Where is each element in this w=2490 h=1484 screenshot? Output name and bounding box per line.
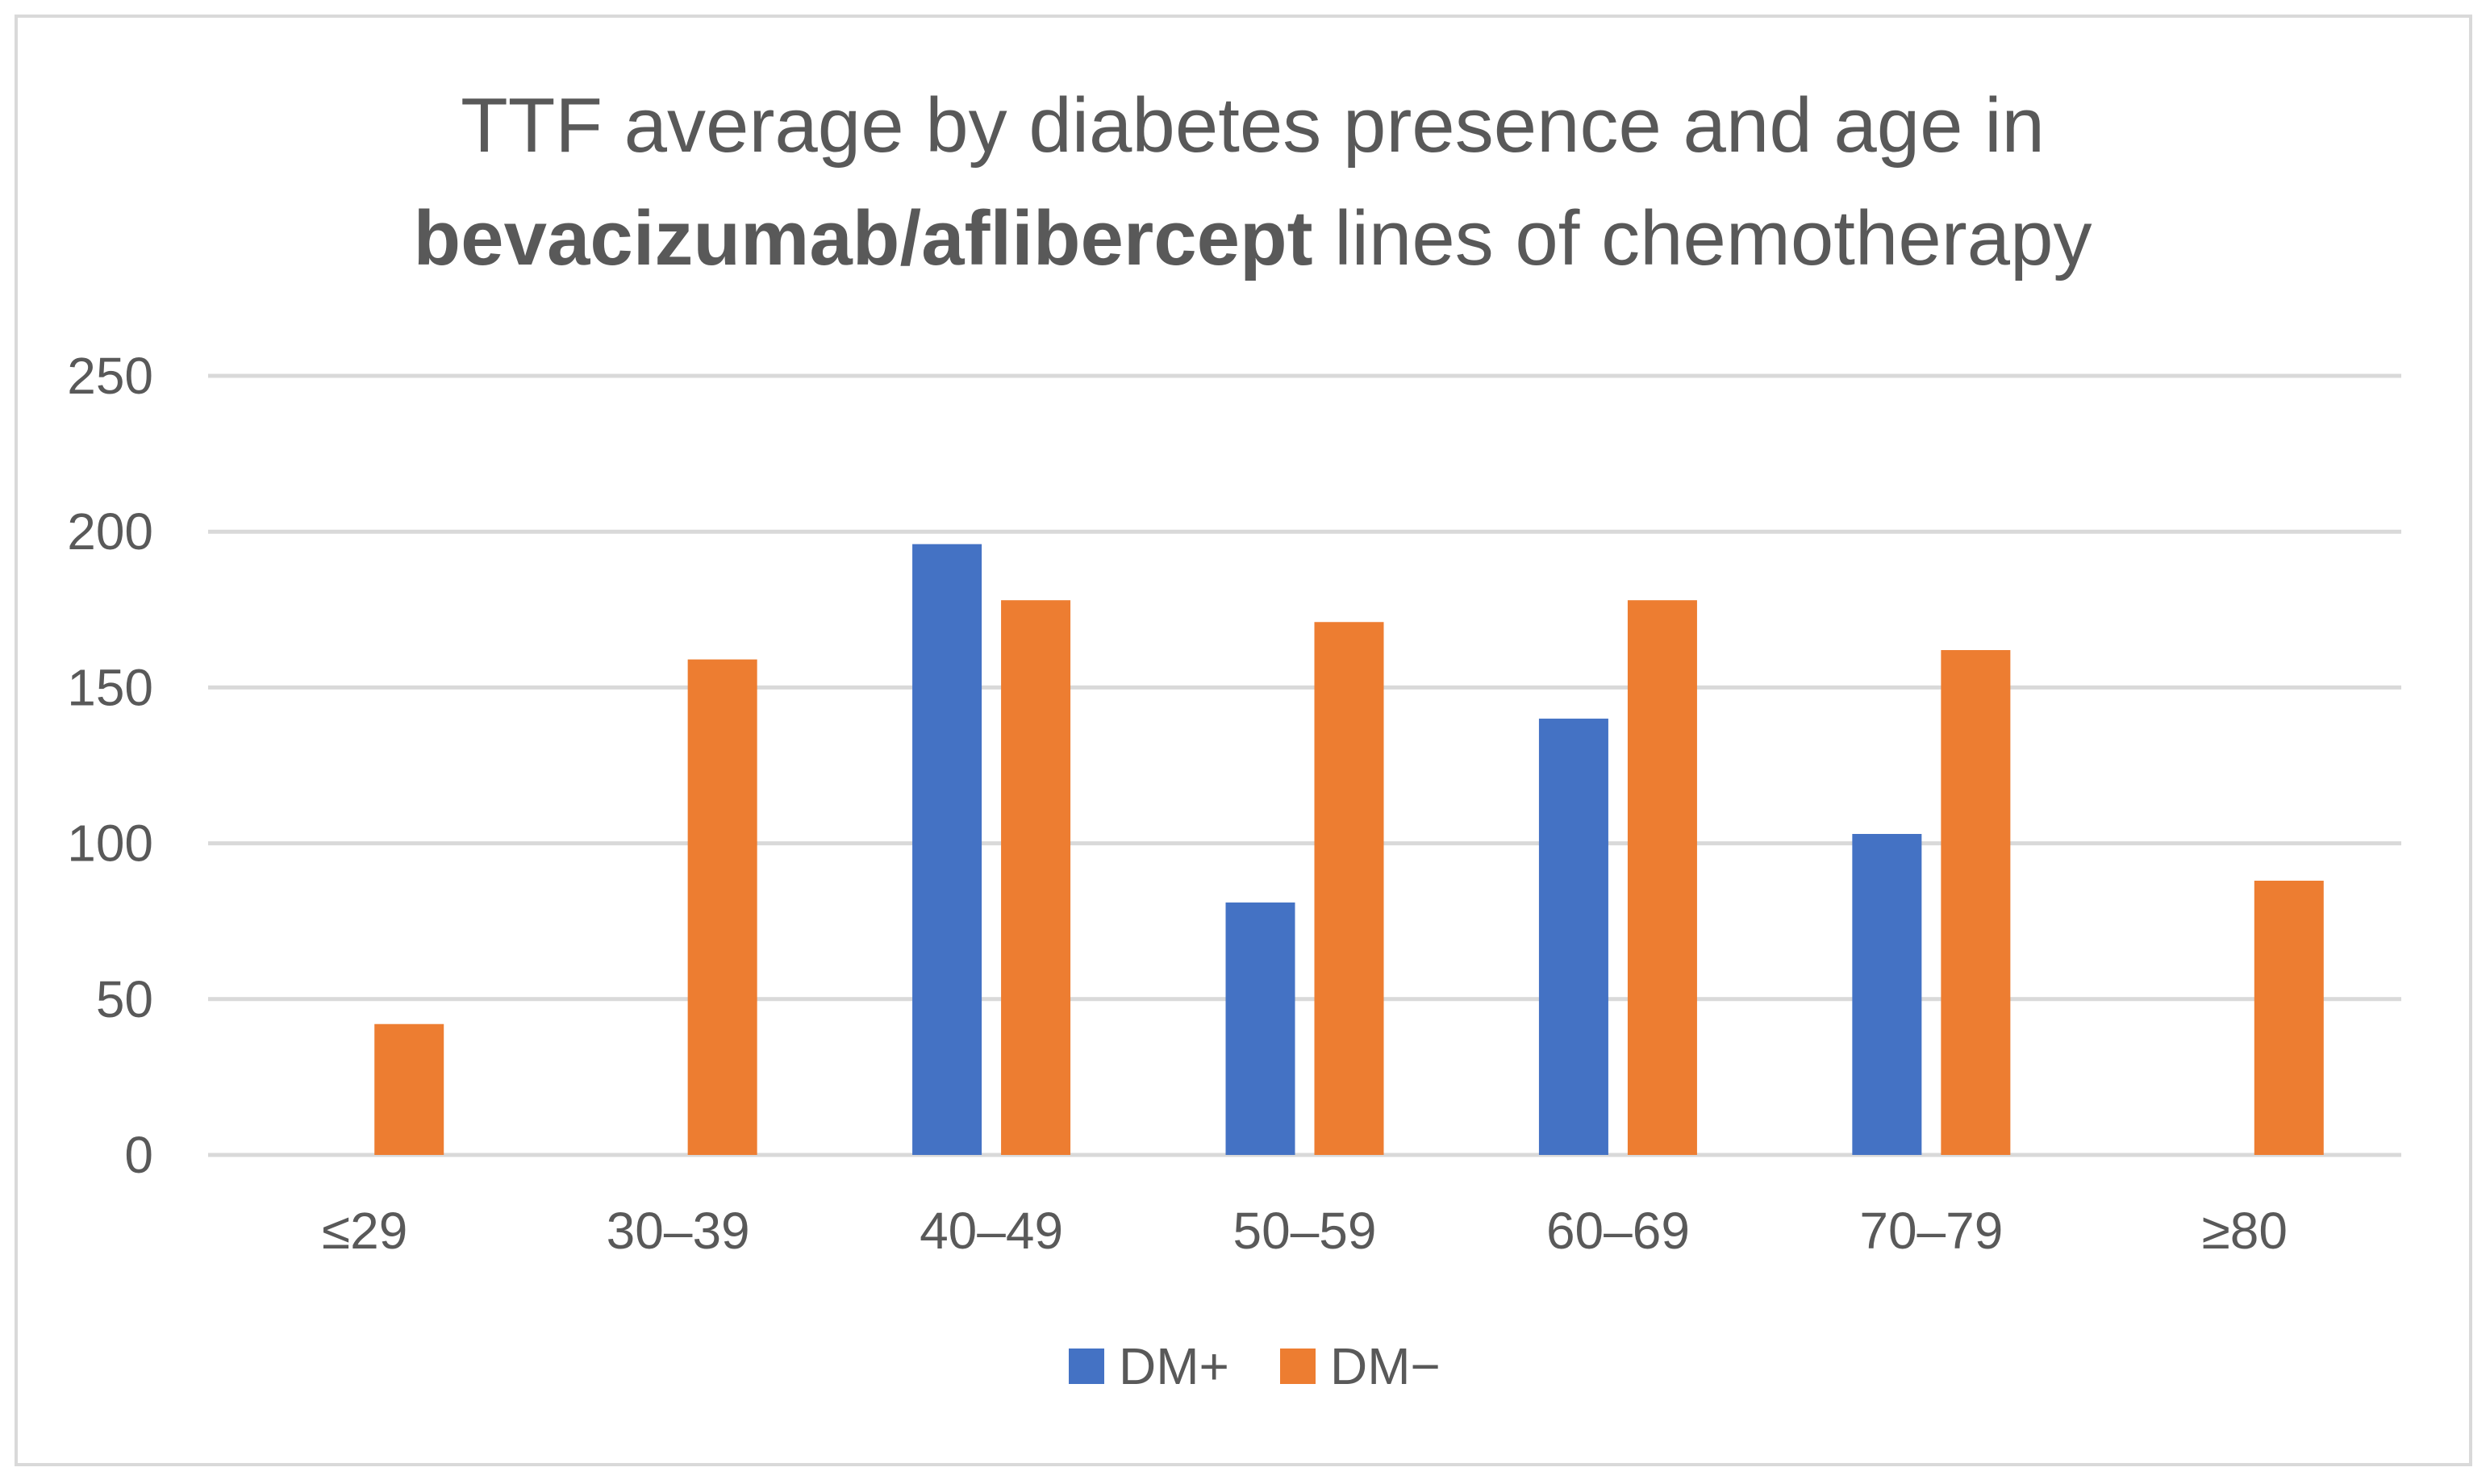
chart-frame [15,15,2472,1466]
chart-title-line-1: TTF average by diabetes presence and age… [461,82,2045,169]
chart-title-rest-part: lines of chemotherapy [1313,195,2092,281]
bar-dm-minus-0 [374,1023,444,1155]
legend-label: DM+ [1119,1337,1229,1395]
y-tick-label: 100 [67,815,153,873]
chart-title-bold-part: bevacizumab/aflibercept [414,195,1313,281]
legend-label: DM− [1330,1337,1441,1395]
x-tick-label: 50–59 [1233,1202,1377,1260]
bar-dm-plus-2 [912,544,982,1155]
x-axis-tick-labels: ≤29 30–39 40–49 50–59 60–69 70–79 ≥80 [322,1202,2288,1260]
legend-swatch [1069,1349,1104,1384]
bar-dm-plus-4 [1538,719,1608,1155]
legend: DM+ DM− [1069,1337,1441,1395]
bar-dm-minus-5 [1941,650,2011,1155]
y-tick-label: 50 [96,970,153,1028]
x-tick-label: ≥80 [2202,1202,2288,1260]
y-tick-label: 200 [67,502,153,561]
x-tick-label: 60–69 [1546,1202,1690,1260]
chart-title: TTF average by diabetes presence and age… [414,82,2092,281]
bar-dm-minus-1 [687,659,757,1155]
x-tick-label: 40–49 [920,1202,1063,1260]
y-tick-label: 250 [67,347,153,405]
legend-item: DM− [1280,1337,1441,1395]
bar-dm-minus-2 [1001,600,1071,1155]
y-tick-label: 0 [124,1126,153,1184]
bar-dm-plus-3 [1225,902,1295,1155]
bar-dm-minus-6 [2254,880,2324,1155]
chart-title-line-2: bevacizumab/aflibercept lines of chemoth… [414,195,2092,281]
x-tick-label: ≤29 [322,1202,407,1260]
y-tick-label: 150 [67,658,153,716]
x-tick-label: 70–79 [1859,1202,2003,1260]
bars [374,544,2324,1155]
y-axis-tick-labels: 0 50 100 150 200 250 [67,347,153,1184]
x-tick-label: 30–39 [607,1202,750,1260]
bar-dm-minus-4 [1627,600,1697,1155]
legend-item: DM+ [1069,1337,1229,1395]
legend-swatch [1280,1349,1316,1384]
bar-dm-plus-5 [1852,834,1922,1155]
gridlines [208,373,2401,1157]
bar-dm-minus-3 [1314,622,1384,1155]
